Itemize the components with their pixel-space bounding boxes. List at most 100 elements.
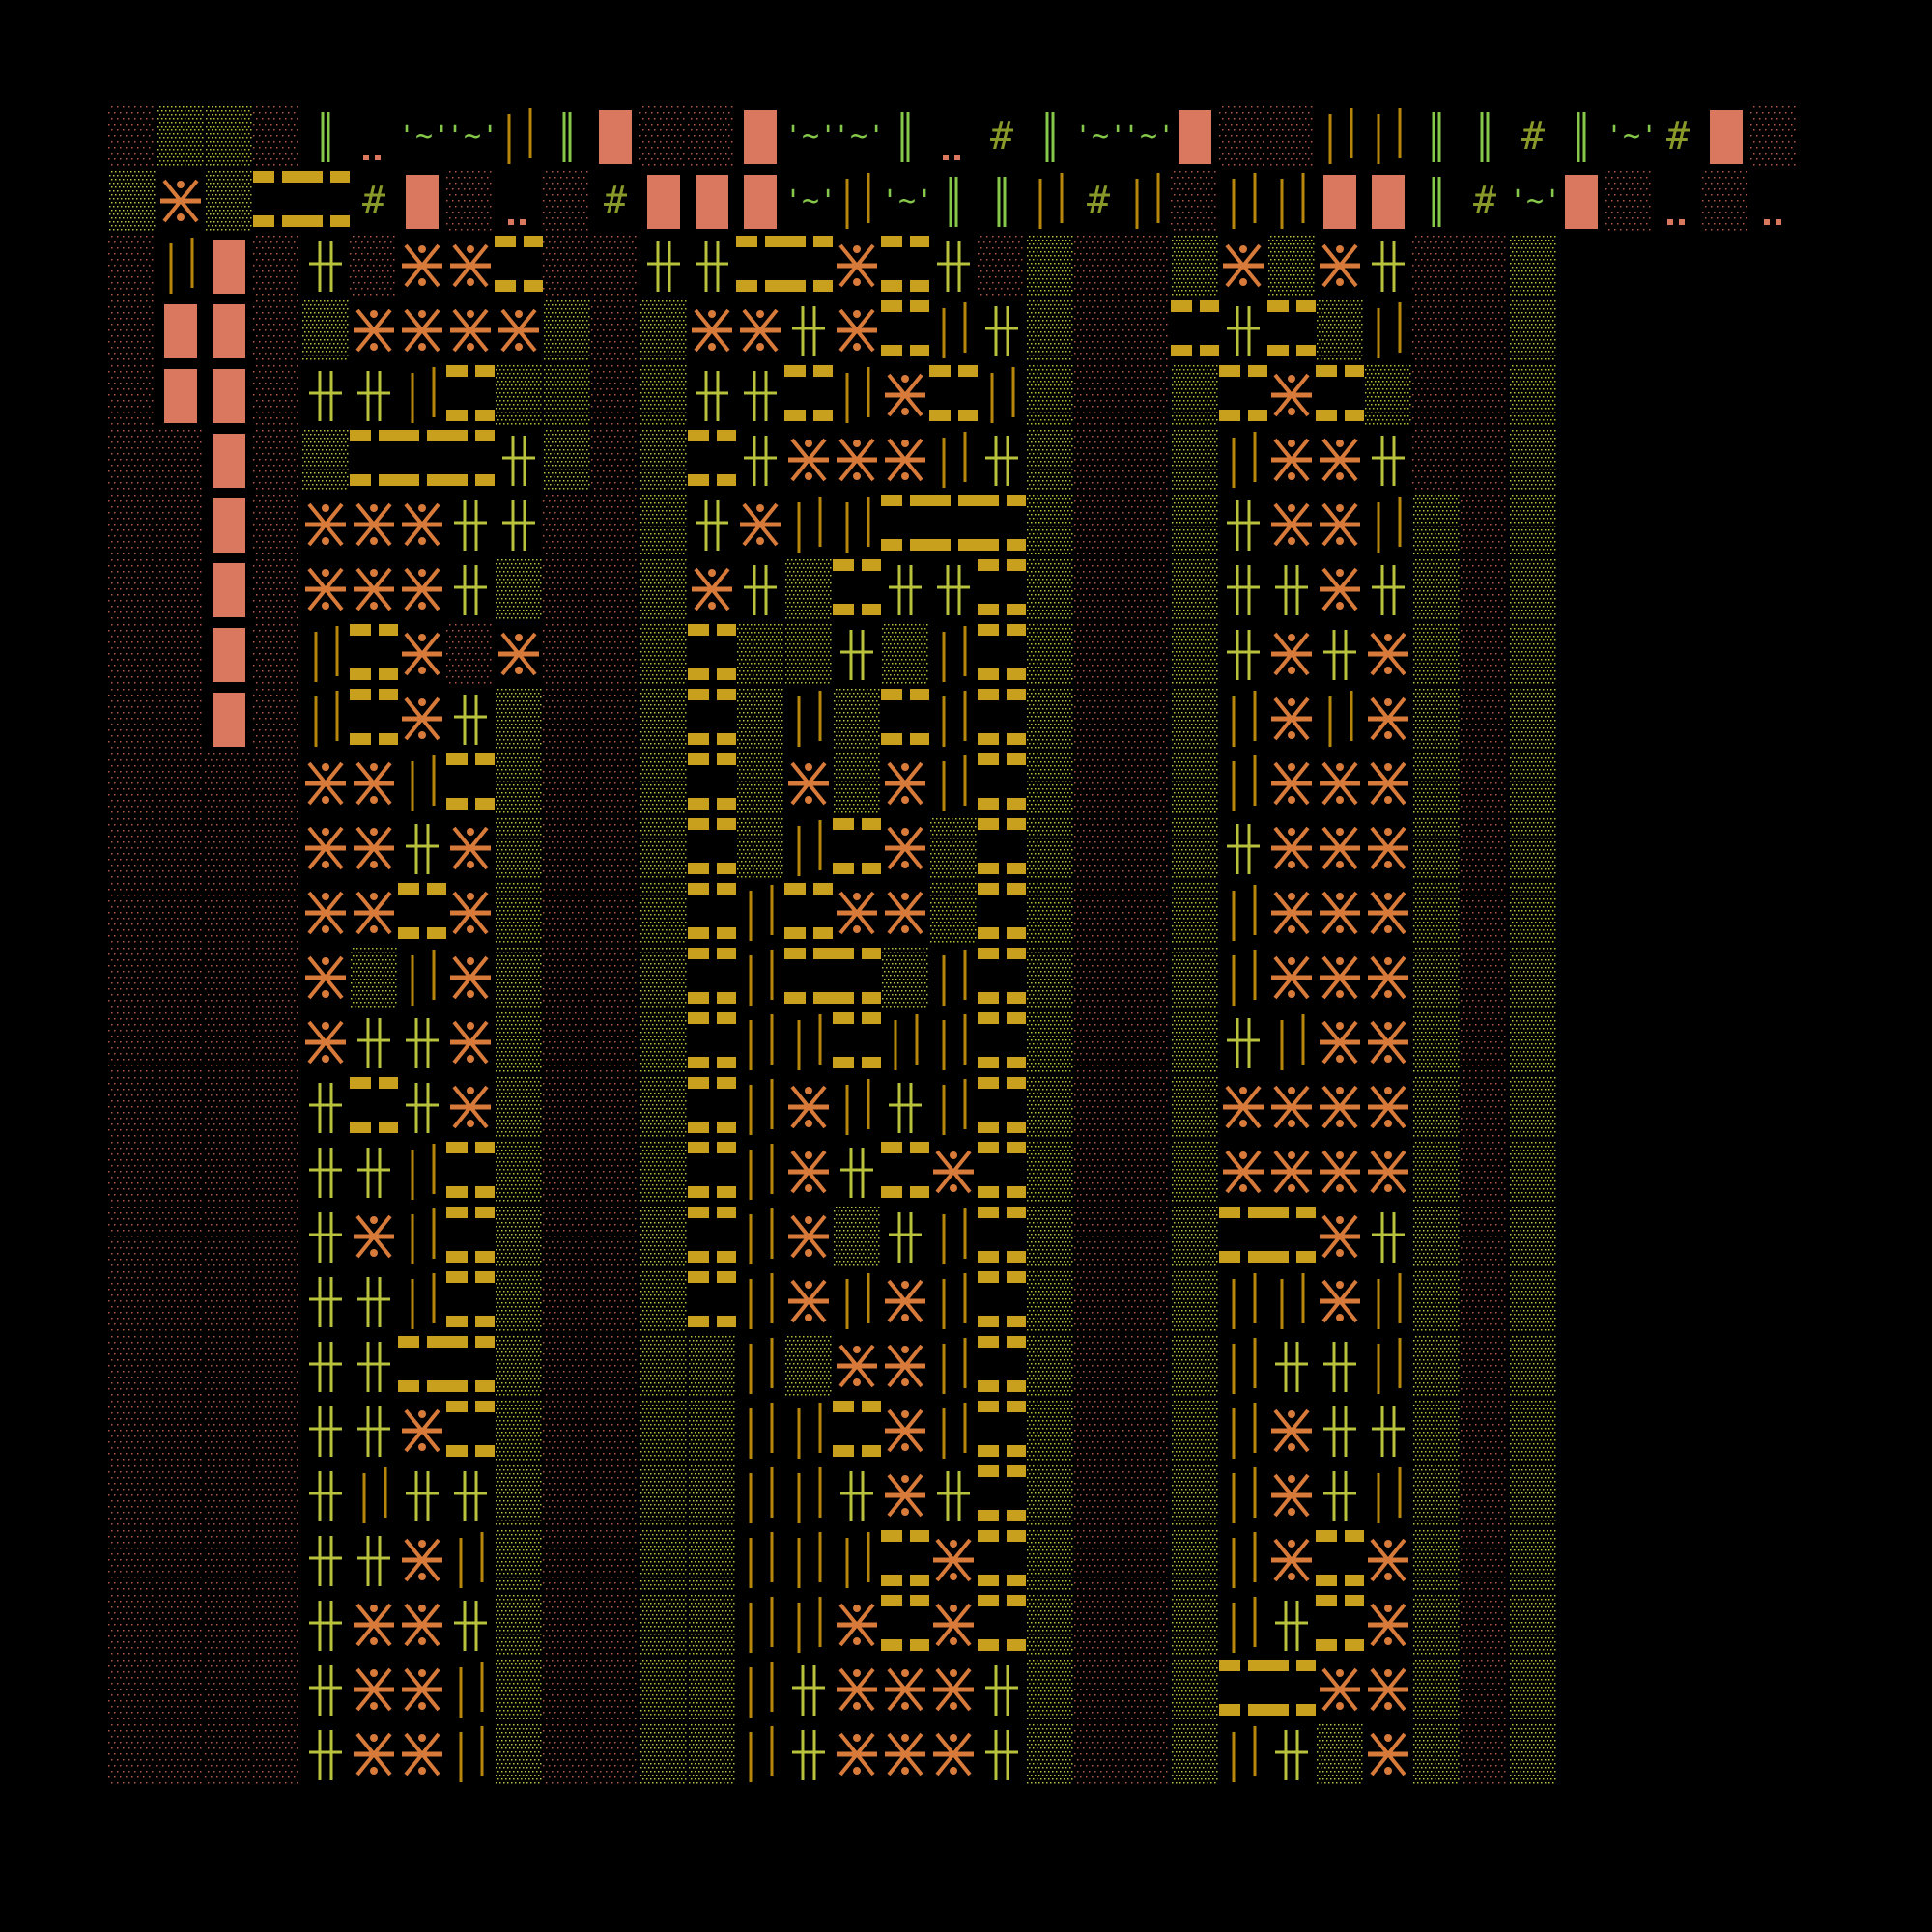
stipple-green-block: [1171, 1658, 1219, 1722]
stipple-salmon-block: [1122, 1593, 1171, 1658]
stipple-salmon-block: [253, 1722, 301, 1787]
double-cross-glyph: [301, 1399, 350, 1463]
double-bar-glyph: [495, 104, 543, 169]
stipple-green-block: [688, 1593, 736, 1658]
dash-block-glyph: [833, 557, 881, 622]
star-cross-glyph: [881, 1463, 929, 1528]
stipple-salmon-block: [108, 687, 156, 752]
double-cross-glyph: [350, 1269, 398, 1334]
star-cross-glyph: [1364, 1658, 1412, 1722]
double-bar-glyph: [736, 1205, 784, 1269]
dot-pair-glyph: [929, 104, 978, 169]
double-bar-glyph: [1364, 104, 1412, 169]
dot-pair-glyph: [1654, 169, 1702, 234]
stipple-salmon-block: [1219, 104, 1267, 169]
tilde-glyph: '~': [1605, 104, 1654, 169]
dash-block-glyph: [688, 881, 736, 946]
stipple-green-block: [929, 816, 978, 881]
star-cross-glyph: [881, 1722, 929, 1787]
double-cross-glyph: [301, 1593, 350, 1658]
dash-block-glyph: [881, 1140, 929, 1205]
star-cross-glyph: [446, 1075, 495, 1140]
stipple-green-block: [1171, 1269, 1219, 1334]
star-cross-glyph: [350, 752, 398, 816]
stipple-green-block: [1026, 881, 1074, 946]
stipple-salmon-block: [591, 557, 639, 622]
stipple-salmon-block: [591, 1075, 639, 1140]
star-cross-glyph: [1316, 752, 1364, 816]
double-bar-glyph: [929, 428, 978, 493]
double-bar-glyph: [929, 1334, 978, 1399]
star-cross-glyph: [1267, 428, 1316, 493]
stipple-green-block: [495, 363, 543, 428]
stipple-salmon-block: [591, 816, 639, 881]
star-cross-glyph: [1364, 1140, 1412, 1205]
stipple-salmon-block: [591, 1722, 639, 1787]
dash-block-glyph: [978, 946, 1026, 1010]
star-cross-glyph: [301, 752, 350, 816]
star-cross-glyph: [350, 493, 398, 557]
stipple-salmon-block: [543, 687, 591, 752]
stipple-green-block: [688, 1463, 736, 1528]
stipple-salmon-block: [253, 1205, 301, 1269]
stipple-salmon-block: [1702, 169, 1750, 234]
stipple-salmon-block: [253, 104, 301, 169]
stipple-green-block: [495, 1722, 543, 1787]
double-bar-glyph: [929, 622, 978, 687]
stipple-salmon-block: [591, 363, 639, 428]
stipple-salmon-block: [1074, 1075, 1122, 1140]
stipple-salmon-block: [1074, 298, 1122, 363]
stipple-green-block: [1364, 363, 1412, 428]
stipple-salmon-block: [446, 622, 495, 687]
stipple-green-block: [1509, 1722, 1557, 1787]
stipple-salmon-block: [1461, 1010, 1509, 1075]
hash-glyph: #: [1509, 104, 1557, 169]
star-cross-glyph: [1316, 1205, 1364, 1269]
solid-salmon-block: [1364, 169, 1412, 234]
double-cross-glyph: [1316, 1463, 1364, 1528]
star-cross-glyph: [350, 1722, 398, 1787]
solid-salmon-block: [398, 169, 446, 234]
stipple-salmon-block: [1074, 687, 1122, 752]
vertical-green-bar-glyph: [881, 104, 929, 169]
stipple-salmon-block: [543, 1140, 591, 1205]
dash-block-glyph: [1219, 1205, 1267, 1269]
dash-block-glyph: [881, 234, 929, 298]
double-cross-glyph: [495, 493, 543, 557]
dash-block-glyph: [495, 234, 543, 298]
star-cross-glyph: [881, 1399, 929, 1463]
double-bar-glyph: [784, 1463, 833, 1528]
stipple-salmon-block: [108, 428, 156, 493]
double-cross-glyph: [398, 1463, 446, 1528]
double-bar-glyph: [929, 1269, 978, 1334]
double-cross-glyph: [301, 1075, 350, 1140]
double-cross-glyph: [1316, 1334, 1364, 1399]
double-bar-glyph: [736, 1140, 784, 1205]
stipple-green-block: [1026, 752, 1074, 816]
stipple-salmon-block: [1074, 1140, 1122, 1205]
stipple-green-block: [1412, 622, 1461, 687]
stipple-salmon-block: [1461, 1528, 1509, 1593]
double-cross-glyph: [736, 557, 784, 622]
stipple-green-block: [688, 1658, 736, 1722]
stipple-salmon-block: [1412, 363, 1461, 428]
stipple-salmon-block: [156, 1269, 205, 1334]
stipple-salmon-block: [108, 1463, 156, 1528]
vertical-green-bar-glyph: [978, 169, 1026, 234]
star-cross-glyph: [1316, 1075, 1364, 1140]
star-cross-glyph: [446, 946, 495, 1010]
stipple-salmon-block: [253, 428, 301, 493]
dash-block-glyph: [688, 816, 736, 881]
stipple-salmon-block: [253, 363, 301, 428]
double-bar-glyph: [1219, 687, 1267, 752]
star-cross-glyph: [398, 1593, 446, 1658]
star-cross-glyph: [301, 816, 350, 881]
stipple-salmon-block: [350, 234, 398, 298]
stipple-green-block: [1171, 1399, 1219, 1463]
dash-block-glyph: [978, 1528, 1026, 1593]
stipple-green-block: [495, 1269, 543, 1334]
stipple-green-block: [1171, 1205, 1219, 1269]
double-cross-glyph: [446, 1463, 495, 1528]
stipple-green-block: [1509, 1463, 1557, 1528]
tilde-glyph: '~': [833, 104, 881, 169]
